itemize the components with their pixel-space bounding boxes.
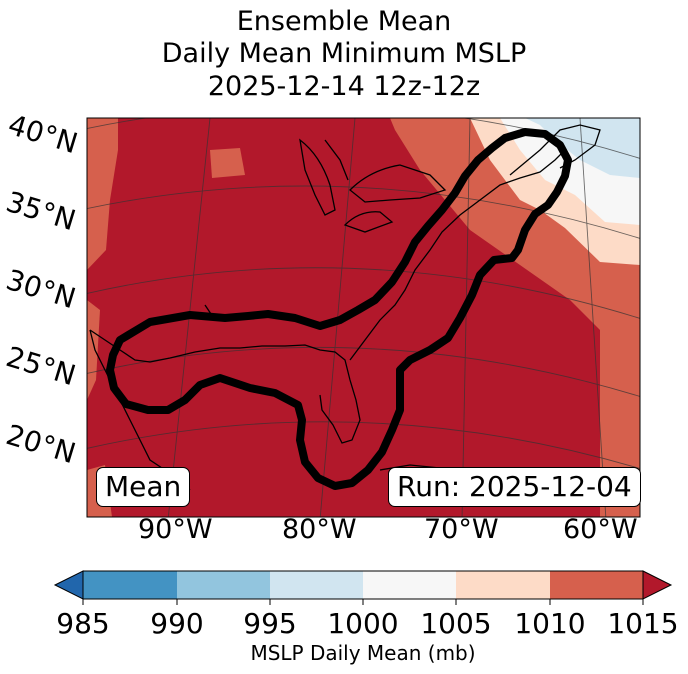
pressure-field-1010-1015-w — [87, 118, 118, 270]
colorbar-segment-995-1000 — [270, 571, 363, 599]
run-date-label: Run: 2025-12-04 — [388, 467, 641, 507]
colorbar-tick-1010: 1010 — [514, 607, 586, 640]
pressure-field-1010-1015-n — [210, 148, 245, 178]
pressure-field-1010-1015-sw — [87, 300, 100, 400]
colorbar-extend-low — [53, 570, 84, 600]
lon-label-80: 80°W — [282, 514, 357, 545]
colorbar-segment-1000-1005 — [363, 571, 456, 599]
title-line-3: 2025-12-14 12z-12z — [207, 71, 481, 102]
map-frame — [86, 117, 641, 518]
title-line-2: Daily Mean Minimum MSLP — [161, 38, 527, 69]
colorbar-segment-985-990 — [83, 571, 177, 599]
title-line-1: Ensemble Mean — [236, 6, 452, 37]
colorbar-tick-1015: 1015 — [607, 607, 679, 640]
lon-label-60: 60°W — [563, 514, 638, 545]
colorbar-segment-1005-1010 — [456, 571, 550, 599]
colorbar-tick-995: 995 — [243, 607, 297, 640]
colorbar-segment-990-995 — [177, 571, 270, 599]
colorbar-extend-high — [642, 570, 673, 600]
colorbar-tick-985: 985 — [56, 607, 110, 640]
lon-label-70: 70°W — [424, 514, 499, 545]
pressure-field-995-1000 — [525, 118, 640, 178]
contour-1015 — [106, 128, 572, 490]
colorbar-tick-1000: 1000 — [327, 607, 399, 640]
colorbar-tick-1005: 1005 — [420, 607, 492, 640]
colorbar-tick-990: 990 — [150, 607, 204, 640]
colorbar-segment-1010-1015 — [550, 571, 643, 599]
colorbar-label: MSLP Daily Mean (mb) — [250, 641, 476, 665]
lon-label-90: 90°W — [138, 514, 213, 545]
mean-label: Mean — [96, 467, 191, 507]
